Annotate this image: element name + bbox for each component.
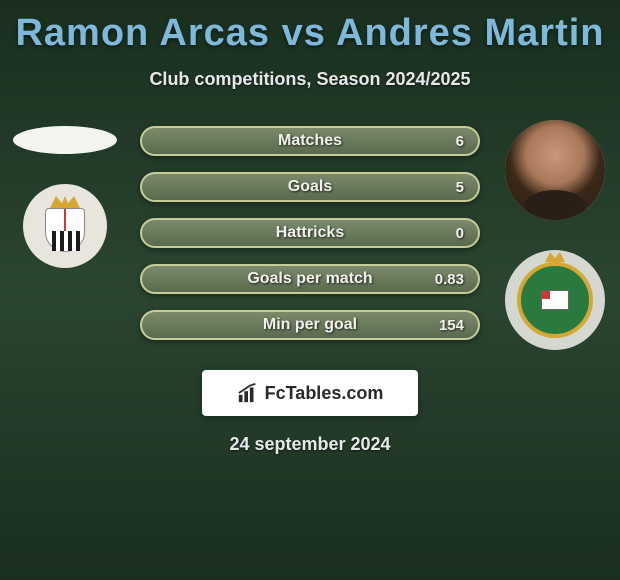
stat-label: Matches	[278, 132, 342, 150]
stat-row-min-per-goal: Min per goal 154	[140, 310, 480, 340]
player-photo-left	[13, 126, 117, 154]
brand-text: FcTables.com	[265, 383, 384, 404]
face-icon	[505, 120, 605, 220]
club-badge-right	[505, 250, 605, 350]
stat-label: Min per goal	[263, 316, 357, 334]
stat-value-right: 154	[439, 317, 464, 334]
left-player-column	[0, 120, 130, 268]
date-text: 24 september 2024	[0, 434, 620, 455]
stat-value-right: 0	[456, 225, 464, 242]
brand-box: FcTables.com	[202, 370, 418, 416]
player-photo-right	[505, 120, 605, 220]
crown-icon	[50, 196, 80, 208]
club-emblem-icon	[517, 262, 593, 338]
stats-area: Matches 6 Goals 5 Hattricks 0 Goals per …	[0, 120, 620, 360]
flag-icon	[541, 290, 569, 310]
chart-icon	[237, 382, 259, 404]
stat-row-goals: Goals 5	[140, 172, 480, 202]
stat-label: Goals per match	[247, 270, 372, 288]
stat-label: Hattricks	[276, 224, 344, 242]
comparison-subtitle: Club competitions, Season 2024/2025	[0, 69, 620, 90]
stat-label: Goals	[288, 178, 332, 196]
stat-value-right: 6	[456, 133, 464, 150]
stat-value-right: 0.83	[435, 271, 464, 288]
club-badge-left	[23, 184, 107, 268]
shield-icon	[45, 208, 85, 252]
stat-row-hattricks: Hattricks 0	[140, 218, 480, 248]
right-player-column	[490, 120, 620, 350]
comparison-title: Ramon Arcas vs Andres Martin	[0, 0, 620, 55]
stat-rows: Matches 6 Goals 5 Hattricks 0 Goals per …	[140, 126, 480, 340]
stat-row-matches: Matches 6	[140, 126, 480, 156]
stat-row-goals-per-match: Goals per match 0.83	[140, 264, 480, 294]
stat-value-right: 5	[456, 179, 464, 196]
